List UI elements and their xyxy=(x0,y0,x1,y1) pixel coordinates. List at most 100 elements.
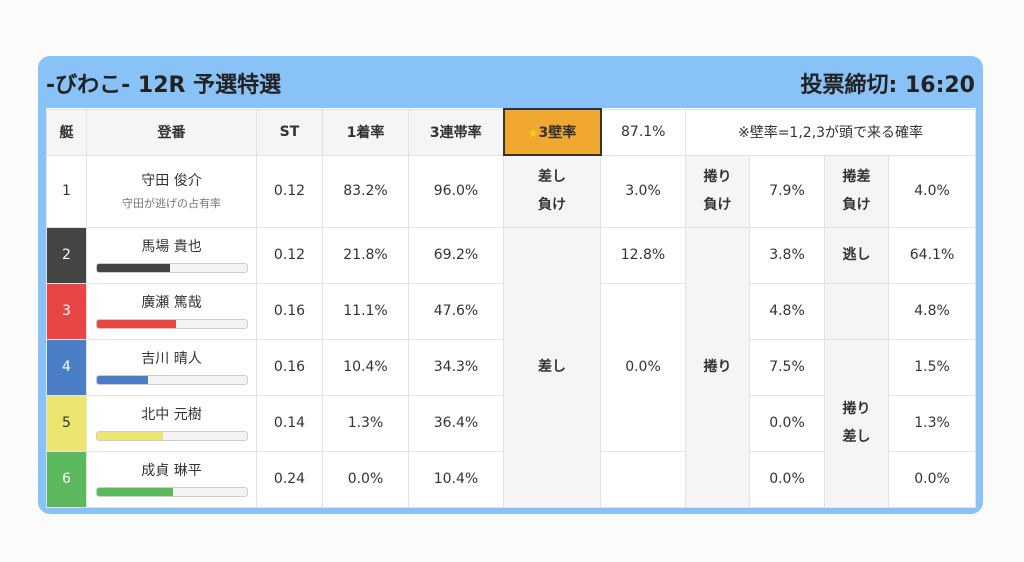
makuri-rate: 3.8% xyxy=(749,226,825,284)
racer-name: 廣瀬 篤哉 xyxy=(141,295,202,311)
racer-cell: 北中 元樹 xyxy=(86,394,257,452)
makurisashi-rate: 4.8% xyxy=(887,282,977,340)
racer-name: 吉川 晴人 xyxy=(141,351,202,367)
racer-cell: 吉川 晴人 xyxy=(86,338,257,396)
first-rate-value: 21.8% xyxy=(322,226,409,284)
table-row: 4 吉川 晴人 0.16 10.4% 34.3% 7.5% 捲り 差し 1.5% xyxy=(46,338,977,508)
race-title: -びわこ- 12R 予選特選 xyxy=(46,73,282,98)
kimarite-blank xyxy=(824,282,889,340)
rate-bar-fill xyxy=(96,432,163,440)
kimarite-text: 負け xyxy=(842,197,871,213)
sashi-rate: 0.0% xyxy=(600,282,686,452)
rate-bar xyxy=(95,319,248,329)
wall-rate-note: ※壁率=1,2,3が頭で来る確率 xyxy=(684,108,977,156)
kimarite-text: 捲り xyxy=(703,359,732,375)
top3-rate-value: 96.0% xyxy=(408,154,504,228)
st-value: 0.16 xyxy=(256,282,323,340)
race-header: -びわこ- 12R 予選特選 投票締切: 16:20 xyxy=(38,56,983,108)
top3-rate-value: 47.6% xyxy=(408,282,504,340)
race-card: -びわこ- 12R 予選特選 投票締切: 16:20 艇 登番 ST 1着率 3… xyxy=(38,56,983,514)
rate-bar xyxy=(95,375,248,385)
kimarite-makuri: 捲り xyxy=(685,226,750,508)
kimarite-sashi-make: 差し 負け xyxy=(503,154,601,228)
rate-bar-fill xyxy=(96,376,148,384)
st-value: 0.24 xyxy=(256,450,323,508)
makuri-rate: 0.0% xyxy=(749,394,825,452)
rate-bar xyxy=(95,263,248,273)
col-first-rate: 1着率 xyxy=(322,108,409,156)
racer-name: 守田 俊介 xyxy=(141,173,202,189)
nige-share-caption: 守田が逃げの占有率 xyxy=(122,197,221,210)
top3-rate-value: 10.4% xyxy=(408,450,504,508)
table-row: 2 馬場 貴也 0.12 21.8% 69.2% 差し 12.8% 捲り 3.8… xyxy=(46,226,977,508)
st-value: 0.12 xyxy=(256,154,323,228)
makuri-make-rate: 7.9% xyxy=(749,154,825,228)
top3-rate-value: 34.3% xyxy=(408,338,504,396)
kimarite-nige: 逃し xyxy=(824,226,889,284)
wall3-label: 3壁率 xyxy=(538,125,577,141)
boat-number: 3 xyxy=(46,282,87,340)
col-top3-rate: 3連帯率 xyxy=(408,108,504,156)
wall3-value: 87.1% xyxy=(600,108,686,156)
kimarite-text: 捲り xyxy=(703,169,732,185)
racer-stats-table: 艇 登番 ST 1着率 3連帯率 ★3壁率 87.1% ※壁率=1,2,3が頭で… xyxy=(46,108,977,508)
racer-cell: 守田 俊介 守田が逃げの占有率 xyxy=(86,154,257,228)
rate-bar-fill xyxy=(96,320,176,328)
st-value: 0.14 xyxy=(256,394,323,452)
kimarite-text: 負け xyxy=(538,197,566,214)
kimarite-text: 負け xyxy=(703,197,732,213)
col-st: ST xyxy=(256,108,323,156)
nige-rate: 64.1% xyxy=(887,226,977,284)
boat-number: 1 xyxy=(46,154,87,228)
racer-name: 成貞 琳平 xyxy=(141,463,202,479)
kimarite-makuri-make: 捲り 負け xyxy=(685,154,750,228)
first-rate-value: 0.0% xyxy=(322,450,409,508)
rate-bar xyxy=(95,431,248,441)
col-wall3-rate[interactable]: ★3壁率 xyxy=(502,108,602,156)
kimarite-text: 差し xyxy=(842,429,871,445)
boat-number: 6 xyxy=(46,450,87,508)
boat-number: 5 xyxy=(46,394,87,452)
racer-cell: 成貞 琳平 xyxy=(86,450,257,508)
boat-number: 2 xyxy=(46,226,87,284)
col-racer: 登番 xyxy=(86,108,257,156)
first-rate-value: 83.2% xyxy=(322,154,409,228)
kimarite-text: 捲り xyxy=(842,401,871,417)
makurisashi-rate: 1.5% xyxy=(887,338,977,396)
first-rate-value: 10.4% xyxy=(322,338,409,396)
rate-bar xyxy=(95,487,248,497)
table-row: 3 廣瀬 篤哉 0.16 11.1% 47.6% 0.0% 4.8% 4.8% xyxy=(46,282,977,452)
kimarite-text: 差し xyxy=(538,359,566,375)
racer-cell: 馬場 貴也 xyxy=(86,226,257,284)
top3-rate-value: 69.2% xyxy=(408,226,504,284)
st-value: 0.16 xyxy=(256,338,323,396)
star-icon: ★ xyxy=(527,126,539,140)
deadline-label: 投票締切: 16:20 xyxy=(800,73,976,98)
racer-name: 北中 元樹 xyxy=(141,407,202,423)
first-rate-value: 11.1% xyxy=(322,282,409,340)
first-rate-value: 1.3% xyxy=(322,394,409,452)
sashi-rate-blank xyxy=(600,450,686,508)
rate-bar-fill xyxy=(96,264,170,272)
table-row: 6 成貞 琳平 0.24 0.0% 10.4% 0.0% 0.0% xyxy=(46,450,977,508)
kimarite-text: 捲差 xyxy=(842,169,871,185)
makurisashi-rate: 0.0% xyxy=(887,450,977,508)
top3-rate-value: 36.4% xyxy=(408,394,504,452)
kimarite-text: 逃し xyxy=(842,247,871,263)
boat-number: 4 xyxy=(46,338,87,396)
sashi-make-rate: 3.0% xyxy=(600,154,686,228)
makurisashi-rate: 1.3% xyxy=(887,394,977,452)
kimarite-text: 差し xyxy=(538,169,566,186)
makuri-rate: 4.8% xyxy=(749,282,825,340)
sashi-rate: 12.8% xyxy=(600,226,686,284)
kimarite-makurisashi: 捲り 差し xyxy=(824,338,889,508)
racer-cell: 廣瀬 篤哉 xyxy=(86,282,257,340)
kimarite-sashi: 差し xyxy=(503,226,601,508)
table-row: 1 守田 俊介 守田が逃げの占有率 0.12 83.2% 96.0% 差し 負け… xyxy=(46,154,977,228)
rate-bar-fill xyxy=(96,488,173,496)
racer-name: 馬場 貴也 xyxy=(141,239,202,255)
st-value: 0.12 xyxy=(256,226,323,284)
kimarite-makurisashi-make: 捲差 負け xyxy=(824,154,889,228)
makuri-rate: 7.5% xyxy=(749,338,825,396)
col-boat: 艇 xyxy=(46,108,87,156)
